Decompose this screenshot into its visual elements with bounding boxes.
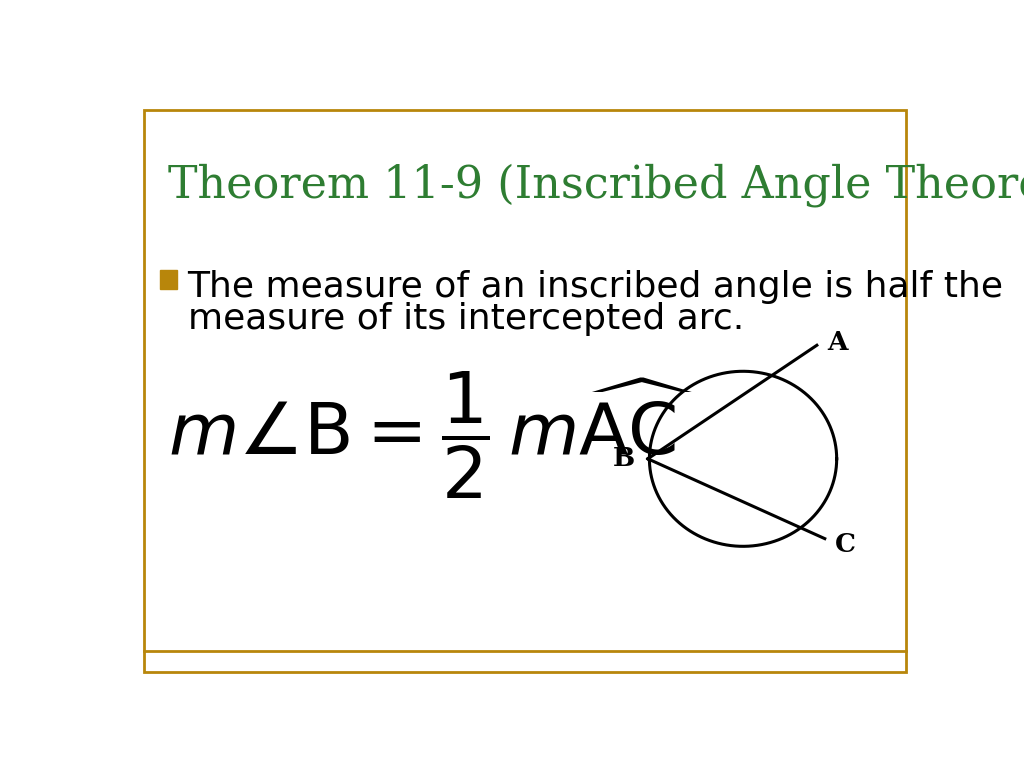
Text: C: C	[836, 532, 856, 557]
Text: B: B	[612, 446, 635, 472]
Text: The measure of an inscribed angle is half the: The measure of an inscribed angle is hal…	[187, 270, 1004, 303]
Text: Theorem 11-9 (Inscribed Angle Theorem): Theorem 11-9 (Inscribed Angle Theorem)	[168, 163, 1024, 207]
Text: measure of its intercepted arc.: measure of its intercepted arc.	[187, 302, 743, 336]
Bar	[160, 270, 177, 289]
Text: A: A	[827, 329, 848, 355]
Text: $m\angle\mathrm{B} = \dfrac{1}{2}\,m\widehat{\mathrm{AC}}$: $m\angle\mathrm{B} = \dfrac{1}{2}\,m\wid…	[168, 369, 693, 501]
